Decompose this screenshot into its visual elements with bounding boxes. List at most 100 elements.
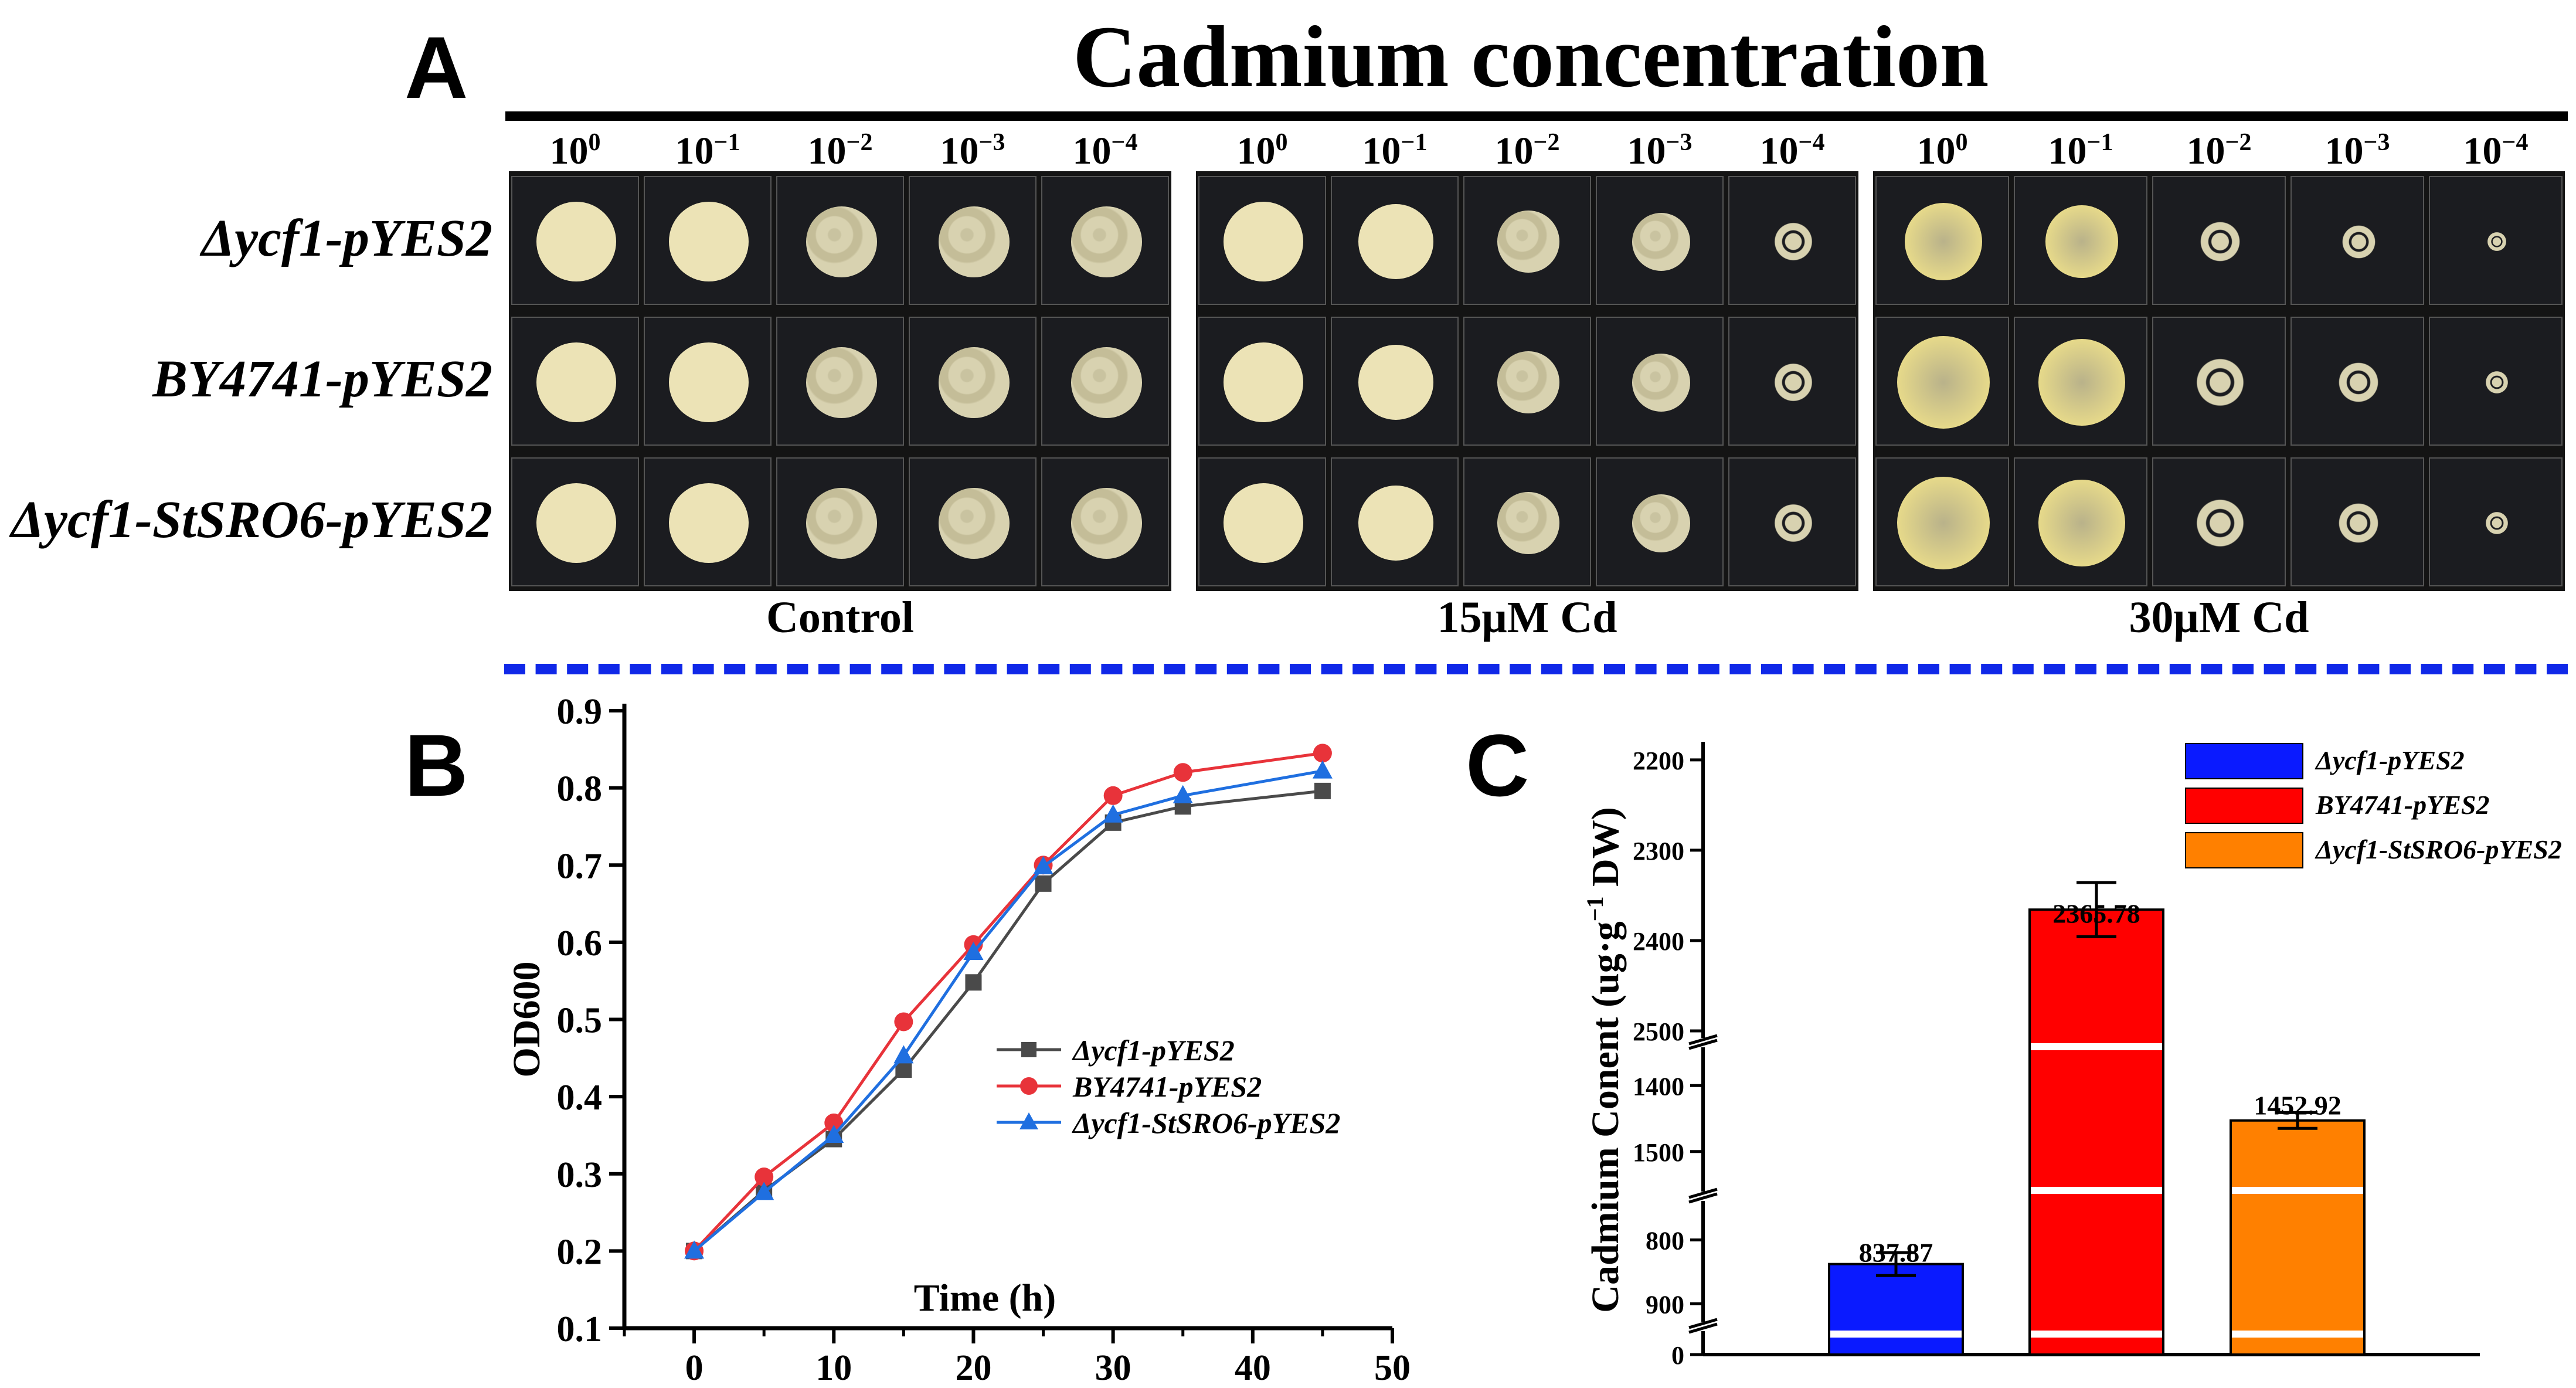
spot-cell [2014,176,2147,305]
spot-cell [909,317,1036,446]
data-point [1103,786,1123,805]
data-point [684,1240,705,1259]
y-tick-label: 0.4 [557,1078,603,1118]
yeast-colony [2484,229,2510,254]
strain-label: BY4741-pYES2 [152,350,492,408]
condition-label: 30μM Cd [2129,593,2309,642]
x-tick-label: 10 [815,1348,852,1388]
spot-cell [2429,317,2563,446]
yeast-colony [1358,345,1433,420]
legend-marker [1021,1042,1036,1057]
bar-break-band [2232,1331,2363,1338]
spot-cell [2014,317,2147,446]
yeast-colony [1632,353,1690,412]
data-point [1173,763,1192,782]
spot-cell [1463,176,1591,305]
x-tick-label: 50 [1374,1348,1411,1388]
data-point [824,1124,844,1143]
yeast-colony [1223,201,1304,282]
yeast-colony [1905,203,1982,280]
spot-cell [1596,317,1724,446]
spot-cell [1875,317,2009,446]
y-tick-label: 2200 [1633,746,1684,775]
x-tick-label: 30 [1095,1348,1131,1388]
spot-cell [1331,317,1459,446]
yeast-colony [2187,349,2253,415]
bar-value-label: 837.87 [1859,1237,1933,1267]
data-point [1312,760,1333,779]
yeast-colony [1223,342,1304,423]
panel-a-title: Cadmium concentration [1073,8,1989,106]
spot-cell [2429,176,2563,305]
x-axis-label: Time (h) [914,1277,1056,1319]
dilution-label: 10−1 [675,129,740,172]
data-point [963,941,984,960]
spot-cell [1331,176,1459,305]
y-tick-label: 0.6 [557,924,603,963]
spot-cell [2014,457,2147,586]
legend-label: Δycf1-StSRO6-pYES2 [2315,834,2562,864]
data-point [1033,856,1053,874]
spot-cell [2429,457,2563,586]
dilution-label: 10−3 [1627,129,1693,172]
spot-cell [1728,317,1856,446]
axis-break-gap [1685,1322,1721,1331]
yeast-colony [1497,492,1559,554]
data-point [894,1012,913,1031]
bar-break-band [2031,1331,2162,1338]
x-tick-label: 20 [955,1348,991,1388]
axis-break-mark [1688,1039,1718,1050]
yeast-colony [2038,339,2125,426]
data-point [965,974,982,991]
yeast-colony [1768,216,1819,267]
y-tick-label: 900 [1646,1290,1684,1319]
yeast-colony [1632,494,1690,552]
y-tick-label: 0 [1671,1341,1684,1370]
bar-break-band [2232,1187,2363,1194]
yeast-colony [668,201,749,282]
x-tick-label: 0 [685,1348,704,1388]
spot-cell [776,176,904,305]
yeast-colony [2331,355,2386,410]
y-tick-label: 2300 [1633,837,1684,866]
yeast-colony [806,347,877,418]
legend-label: BY4741-pYES2 [1072,1070,1262,1103]
yeast-colony [1358,204,1433,279]
spot-cell [644,457,772,586]
bar-value-label: 1452.92 [2254,1090,2341,1120]
yeast-colony [536,201,617,282]
yeast-colony [1223,483,1304,564]
spot-cell [2152,176,2286,305]
y-tick-label: 2400 [1633,927,1684,956]
yeast-colony [2481,366,2513,398]
axis-break-gap [1685,1192,1721,1201]
yeast-colony [1070,487,1142,559]
yeast-colony [536,342,617,423]
yeast-colony [1070,206,1142,277]
yeast-colony [806,487,877,559]
dilution-label: 10−3 [940,129,1005,172]
dilution-label: 10−2 [1494,129,1560,172]
section-separator [504,664,2568,674]
yeast-colony [938,487,1010,559]
bar-break-band [2031,1187,2162,1194]
spot-cell [1875,176,2009,305]
data-point [1035,875,1052,892]
dilution-label: 10−3 [2324,129,2390,172]
y-axis-label: Cadmium Conent (ug·g−1 DW) [1582,807,1627,1312]
y-tick-label: 0.9 [557,692,603,732]
dilution-label: 100 [1236,129,1288,172]
yeast-colony [1070,347,1142,418]
condition-label: Control [766,593,914,642]
dilution-label: 10−1 [2048,129,2113,172]
spot-cell [2290,457,2424,586]
yeast-colony [2038,480,2125,566]
y-tick-label: 1400 [1633,1072,1684,1101]
bar-break-band [1830,1331,1962,1338]
spot-cell [2290,317,2424,446]
legend-label: Δycf1-pYES2 [1072,1034,1235,1067]
yeast-colony [2336,219,2381,264]
y-tick-label: 0.8 [557,769,603,809]
yeast-colony [806,206,877,277]
axis-break-mark [1688,1322,1718,1334]
